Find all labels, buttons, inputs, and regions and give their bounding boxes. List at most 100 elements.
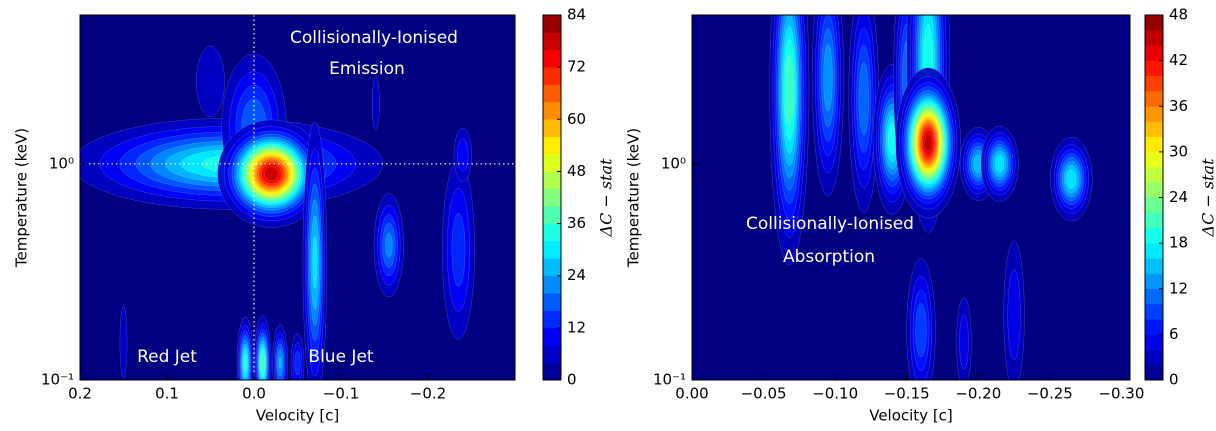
contour-peak <box>1003 240 1025 380</box>
colorbar-band <box>543 188 561 207</box>
colorbar-tick-label: 48 <box>567 162 586 180</box>
colorbar-band <box>543 136 561 155</box>
colorbar-label: ΔC − stat <box>597 158 616 238</box>
colorbar-band <box>1145 288 1163 305</box>
annotation: Blue Jet <box>308 347 373 367</box>
colorbar-tick-label: 72 <box>567 58 586 76</box>
colorbar-band <box>543 67 561 85</box>
colorbar-band <box>543 345 561 363</box>
x-tick-label: −0.10 <box>812 385 858 403</box>
colorbar-band <box>543 327 561 346</box>
contour-peak <box>272 324 289 380</box>
colorbar-band <box>1145 91 1163 107</box>
contour-peak <box>895 67 961 219</box>
colorbar-band <box>543 293 561 311</box>
colorbar-band <box>543 240 561 259</box>
contour-peak <box>848 15 880 213</box>
colorbar-band <box>1145 243 1163 259</box>
contour-peak <box>302 121 328 380</box>
colorbar-band <box>1145 136 1163 153</box>
colorbar-band <box>1145 227 1163 244</box>
contour-peak <box>1050 136 1093 222</box>
colorbar-band <box>1145 151 1163 168</box>
colorbar-band <box>1145 212 1163 229</box>
x-tick-label: −0.2 <box>410 385 446 403</box>
colorbar-band <box>1145 60 1163 77</box>
colorbar-band <box>543 32 561 51</box>
x-tick-label: −0.05 <box>741 385 787 403</box>
colorbar-band <box>1145 197 1163 214</box>
contour-peak <box>956 297 972 380</box>
colorbar-tick-label: 36 <box>1169 97 1188 115</box>
colorbar-tick-label: 6 <box>1169 325 1179 343</box>
y-tick-label: 10⁻¹ <box>653 371 686 389</box>
x-tick-label: 0.0 <box>242 385 266 403</box>
colorbar-band <box>1145 106 1163 122</box>
colorbar-band <box>543 310 561 329</box>
contour-peak <box>906 258 936 380</box>
colorbar-band <box>1145 273 1163 290</box>
colorbar-tick-label: 12 <box>1169 279 1188 297</box>
chart-panel: 0.2 0.1 0.0 −0.1 −0.2 10⁻¹ 10⁰ Velocity [c] Temp… <box>13 6 616 425</box>
x-tick-label: 0.2 <box>68 385 92 403</box>
y-tick-label: 10⁻¹ <box>41 371 74 389</box>
colorbar-band <box>1145 75 1163 92</box>
colorbar-band <box>1145 167 1163 183</box>
contour-peak <box>453 127 472 182</box>
y-tick-label: 10⁰ <box>661 154 686 172</box>
contour-peak <box>290 333 305 380</box>
colorbar-tick-label: 36 <box>567 214 586 232</box>
colorbar-band <box>543 84 561 103</box>
chart-panel: 0.00 −0.05 −0.10 −0.15 −0.20 −0.25 −0.30 10⁻¹ 10… <box>625 6 1216 425</box>
contour-peak <box>441 160 475 340</box>
colorbar-band <box>1145 121 1163 137</box>
colorbar-band <box>543 154 561 172</box>
colorbar-tick-label: 60 <box>567 110 586 128</box>
contour-field <box>769 15 1093 380</box>
y-tick-label: 10⁰ <box>49 154 74 172</box>
x-tick-label: −0.25 <box>1027 385 1073 403</box>
colorbar-band <box>1145 303 1163 320</box>
colorbar-band <box>1145 45 1163 61</box>
colorbar-band <box>1145 349 1163 366</box>
x-tick-label: −0.15 <box>884 385 930 403</box>
contour-peak <box>196 46 225 118</box>
x-tick-label: −0.30 <box>1098 385 1144 403</box>
colorbar-band <box>1145 364 1163 381</box>
colorbar-band <box>543 15 561 33</box>
y-axis-label: Temperature (keV) <box>13 128 31 268</box>
colorbar-tick-label: 42 <box>1169 51 1188 69</box>
annotation: Absorption <box>783 247 875 267</box>
colorbar-tick-label: 18 <box>1169 234 1188 252</box>
colorbar-tick-label: 0 <box>1169 371 1179 389</box>
contour-field <box>80 46 475 380</box>
colorbar-band <box>543 171 561 190</box>
colorbar-band <box>1145 15 1163 31</box>
colorbar-tick-label: 24 <box>1169 188 1188 206</box>
colorbar-tick-label: 24 <box>567 266 586 284</box>
colorbar-band <box>543 275 561 294</box>
colorbar-band <box>543 223 561 242</box>
contour-peak <box>217 119 326 228</box>
colorbar-tick-label: 84 <box>567 6 586 24</box>
colorbar-tick-label: 48 <box>1169 6 1188 24</box>
colorbar-band <box>543 362 561 381</box>
colorbar-band <box>543 258 561 277</box>
x-tick-label: −0.20 <box>955 385 1001 403</box>
annotation: Emission <box>329 59 405 79</box>
y-axis-label: Temperature (keV) <box>625 128 643 268</box>
plot-frame <box>691 14 1131 381</box>
colorbar-band <box>543 206 561 224</box>
x-tick-label: 0.1 <box>155 385 179 403</box>
colorbar-frame <box>542 14 562 381</box>
contour-peak <box>236 316 254 380</box>
x-tick-label: 0.00 <box>675 385 708 403</box>
colorbar-band <box>543 101 561 120</box>
contour-peak <box>253 315 272 380</box>
colorbar-tick-label: 30 <box>1169 142 1188 160</box>
colorbar-band <box>1145 258 1163 274</box>
annotation: Collisionally-Ionised <box>290 28 458 48</box>
annotation: Collisionally-Ionised <box>746 214 914 234</box>
colorbar-tick-label: 12 <box>567 318 586 336</box>
